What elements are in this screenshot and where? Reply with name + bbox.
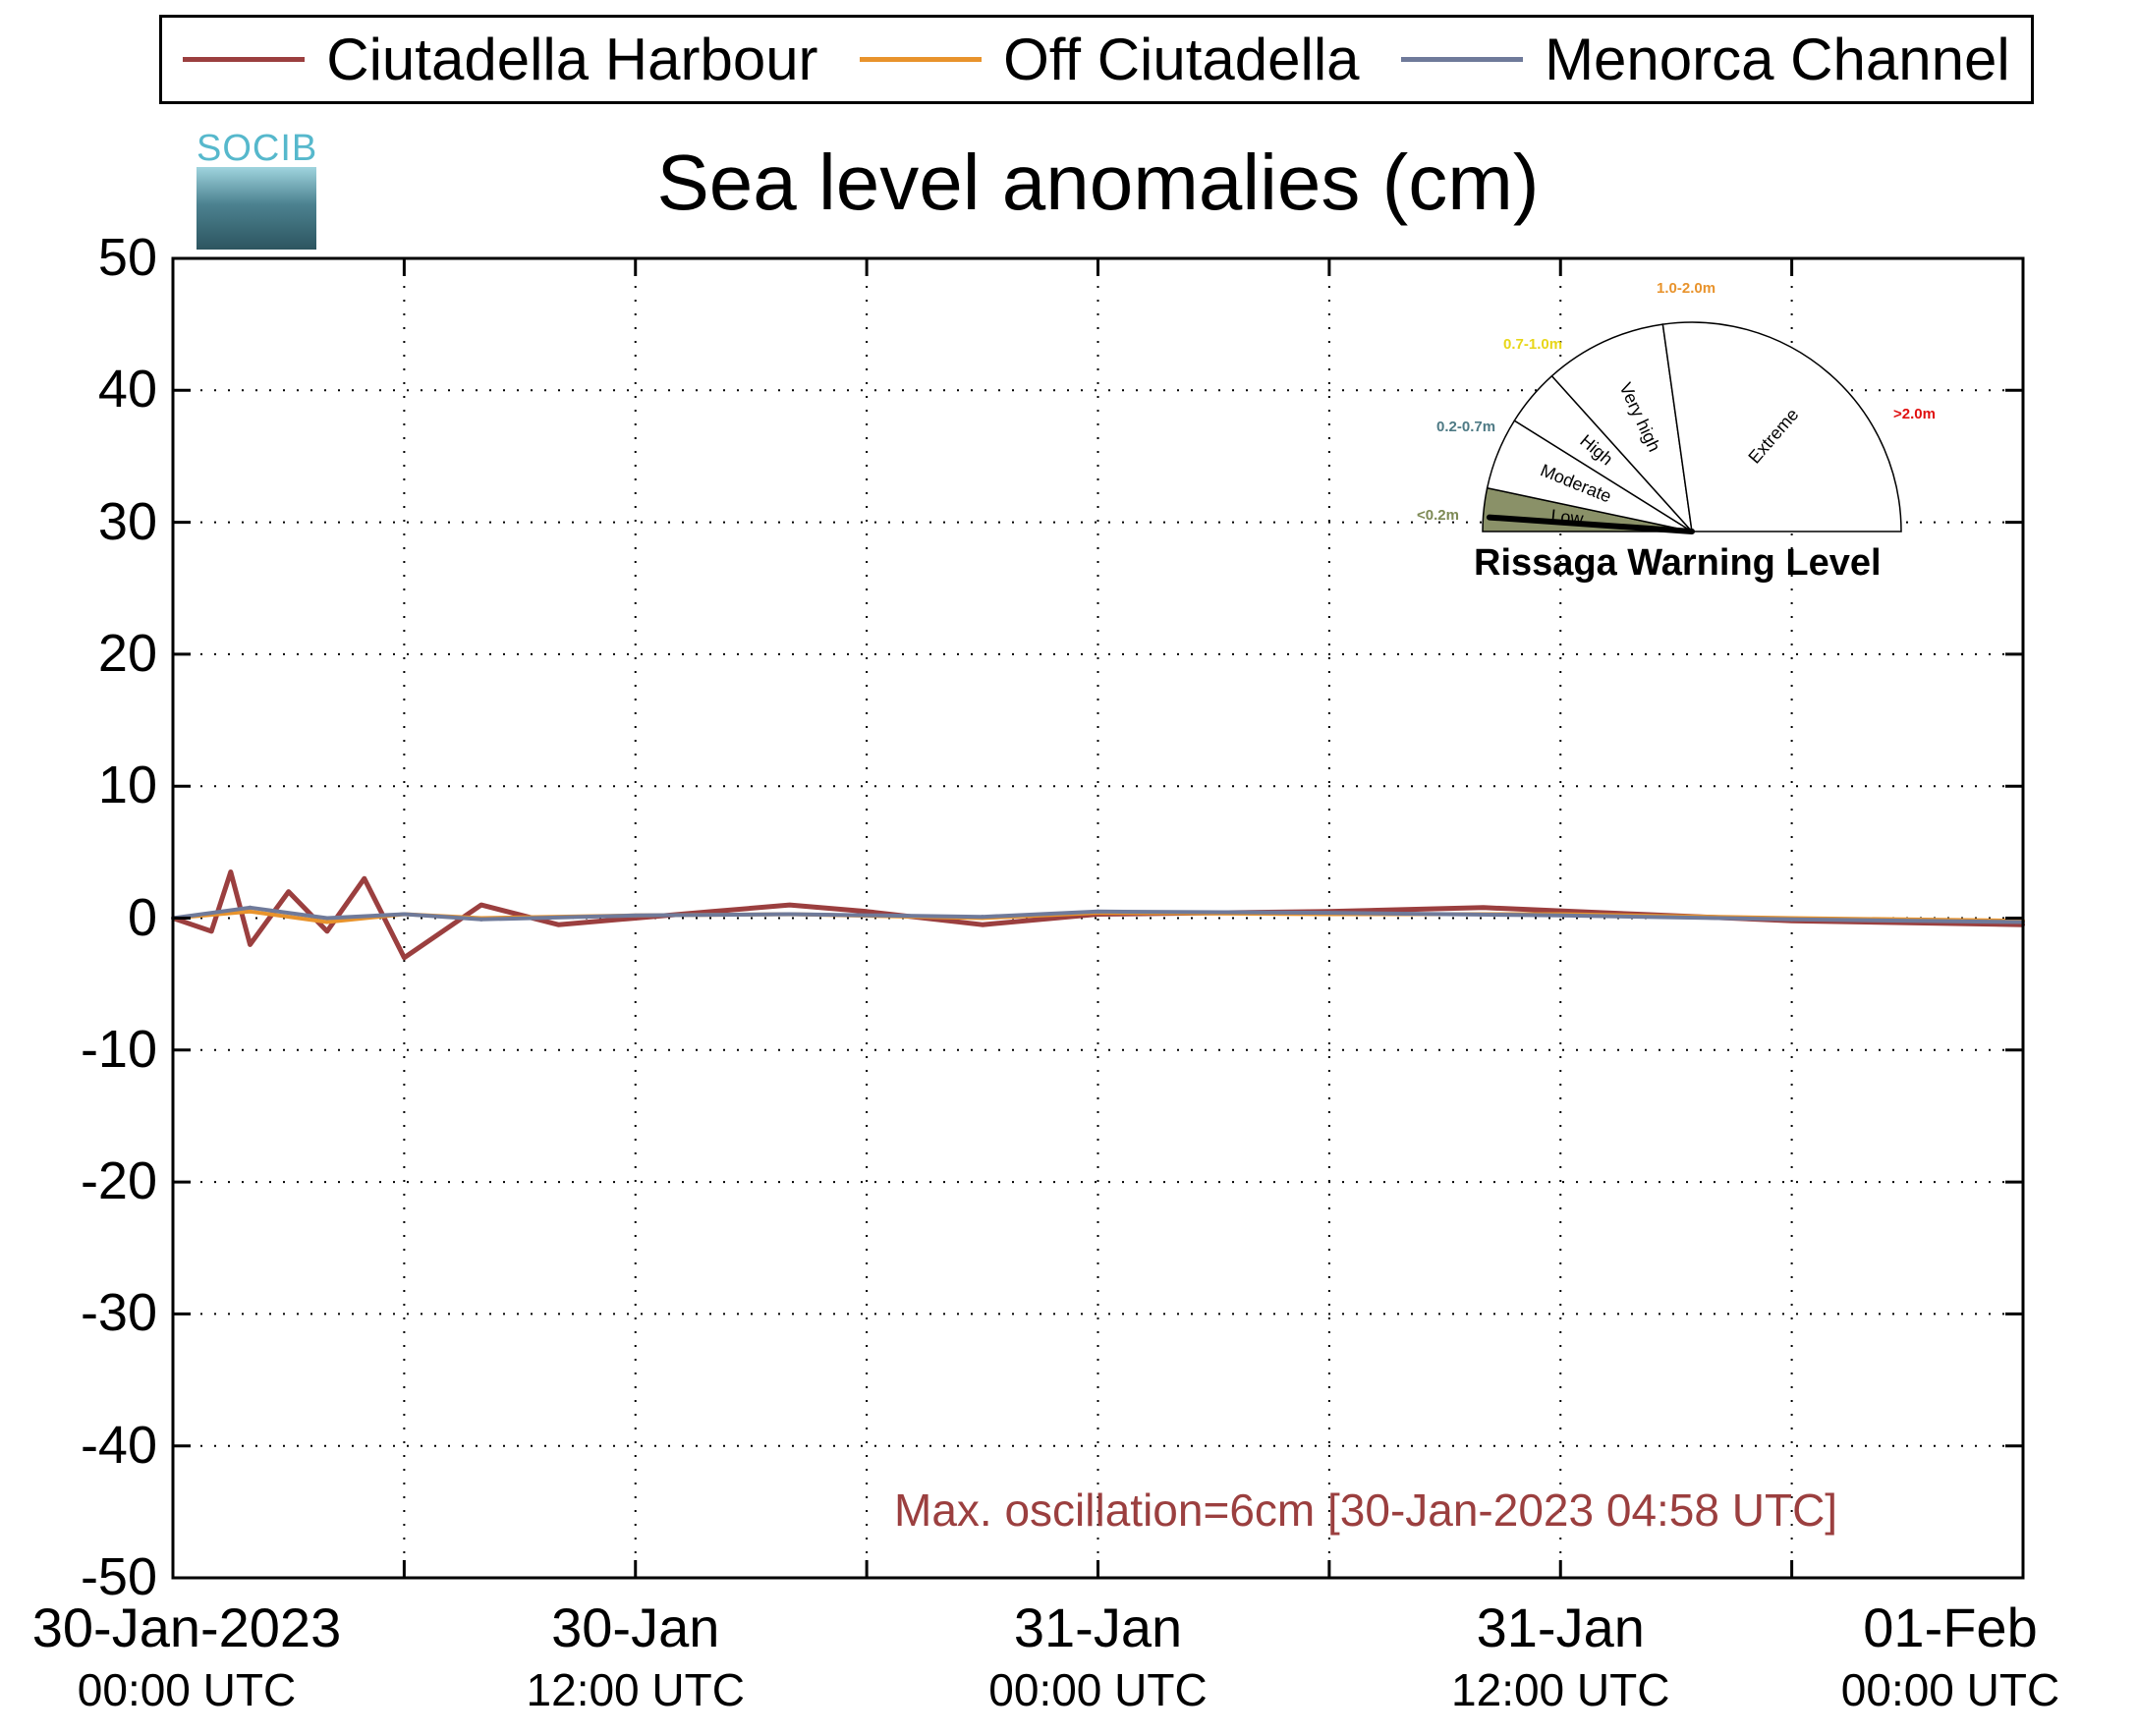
data-point	[787, 912, 792, 917]
legend-swatch-menorca-channel	[1401, 57, 1524, 62]
x-tick-label-time: 00:00 UTC	[1840, 1664, 2060, 1715]
data-point	[209, 928, 214, 933]
axis-ticks	[173, 256, 2023, 1580]
logo-text: SOCIB	[197, 128, 318, 169]
y-tick-label: 50	[97, 228, 157, 287]
max-oscillation-annotation: Max. oscillation=6cm [30-Jan-2023 04:58 …	[894, 1484, 1838, 1536]
data-point	[324, 928, 329, 933]
data-point	[633, 913, 638, 918]
x-tick-label-time: 00:00 UTC	[988, 1664, 1208, 1715]
data-point	[980, 915, 984, 920]
y-tick-label: -50	[80, 1547, 157, 1606]
data-point	[1326, 911, 1331, 916]
y-tick-label: 10	[97, 756, 157, 815]
y-tick-label: -40	[80, 1415, 157, 1475]
y-tick-label: -30	[80, 1283, 157, 1343]
data-point	[980, 923, 984, 927]
y-tick-label: -20	[80, 1151, 157, 1211]
legend-label: Off Ciutadella	[1003, 27, 1360, 92]
data-point	[362, 876, 366, 881]
data-point	[248, 909, 253, 914]
x-tick-label-date: 31-Jan	[1476, 1596, 1645, 1658]
y-tick-label: 30	[97, 491, 157, 551]
data-point	[1789, 917, 1794, 922]
gauge-range-label: >2.0m	[1893, 406, 1936, 422]
x-tick-label: 01-Feb 00:00 UTC	[1764, 1596, 2137, 1716]
x-tick-label-time: 12:00 UTC	[526, 1664, 745, 1715]
legend: Ciutadella Harbour Off Ciutadella Menorc…	[159, 15, 2034, 104]
data-point	[1096, 909, 1100, 914]
gauge-segment-very-high	[1550, 323, 1694, 534]
x-tick-label-time: 00:00 UTC	[77, 1664, 297, 1715]
data-point	[286, 889, 291, 894]
legend-label: Menorca Channel	[1545, 27, 2010, 92]
logo-graphic	[197, 167, 316, 250]
gauge-range-label: 0.7-1.0m	[1503, 336, 1563, 353]
data-point	[556, 923, 561, 927]
x-tick-label: 30-Jan-2023 00:00 UTC	[0, 1596, 373, 1716]
x-tick-label-date: 30-Jan-2023	[31, 1596, 342, 1658]
x-tick-label-date: 01-Feb	[1863, 1596, 2038, 1658]
legend-item-off-ciutadella: Off Ciutadella	[860, 26, 1360, 93]
y-tick-label: 40	[97, 360, 157, 420]
x-tick-label: 31-Jan 12:00 UTC	[1374, 1596, 1747, 1716]
data-point	[402, 912, 407, 917]
series-layer	[171, 869, 2025, 961]
socib-logo: SOCIB	[197, 128, 316, 250]
chart-title: Sea level anomalies (cm)	[656, 139, 1540, 226]
data-point	[865, 909, 870, 914]
legend-label: Ciutadella Harbour	[326, 27, 818, 92]
gauge-title: Rissaga Warning Level	[1474, 542, 1882, 584]
x-tick-label-date: 30-Jan	[551, 1596, 720, 1658]
data-point	[248, 942, 253, 947]
legend-item-menorca-channel: Menorca Channel	[1401, 26, 2010, 93]
gauge-needle	[1486, 514, 1695, 534]
x-tick-label-time: 12:00 UTC	[1451, 1664, 1670, 1715]
data-point	[710, 909, 715, 914]
data-point	[478, 903, 483, 908]
x-tick-label-date: 31-Jan	[1013, 1596, 1183, 1658]
y-tick-label: -10	[80, 1019, 157, 1079]
data-point	[787, 903, 792, 908]
x-tick-label: 30-Jan 12:00 UTC	[449, 1596, 822, 1716]
data-point	[228, 869, 233, 874]
legend-swatch-off-ciutadella	[860, 57, 983, 62]
legend-swatch-ciutadella-harbour	[183, 57, 306, 62]
data-point	[1481, 905, 1486, 910]
data-point	[1558, 913, 1563, 918]
y-tick-label: 0	[127, 887, 157, 947]
data-point	[402, 955, 407, 960]
data-point	[324, 916, 329, 921]
data-point	[324, 920, 329, 924]
gauge-range-label: <0.2m	[1417, 507, 1459, 524]
data-point	[248, 905, 253, 910]
x-tick-label: 31-Jan 00:00 UTC	[912, 1596, 1285, 1716]
data-point	[478, 917, 483, 922]
y-tick-label: 20	[97, 623, 157, 683]
legend-item-ciutadella-harbour: Ciutadella Harbour	[183, 26, 818, 93]
gauge-range-label: 1.0-2.0m	[1657, 280, 1716, 297]
gauge-range-label: 0.2-0.7m	[1436, 419, 1496, 435]
gauge-segment-extreme	[1661, 321, 1902, 532]
